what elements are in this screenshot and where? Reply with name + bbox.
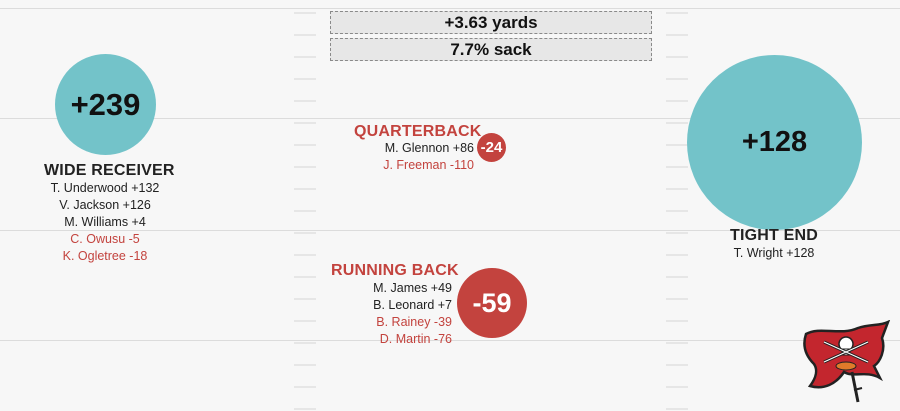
wide-receiver-player-list: T. Underwood +132 V. Jackson +126 M. Willi…: [30, 180, 180, 265]
hash-mark: [294, 56, 316, 58]
hash-mark: [294, 386, 316, 388]
hash-mark: [294, 254, 316, 256]
hash-mark: [294, 364, 316, 366]
sack-rate-value: 7.7% sack: [450, 40, 532, 59]
wide-receiver-title: WIDE RECEIVER: [44, 162, 175, 179]
hash-mark: [666, 34, 688, 36]
sack-rate-box: 7.7% sack: [330, 38, 652, 61]
hash-mark: [666, 342, 688, 344]
player-stat: M. Glennon +86: [384, 141, 474, 155]
quarterback-total-circle: -24: [477, 133, 506, 162]
hash-mark: [666, 386, 688, 388]
hash-mark: [294, 166, 316, 168]
buccaneers-flag-logo: [803, 320, 891, 403]
hash-mark: [666, 298, 688, 300]
player-stat: T. Underwood +132: [50, 181, 160, 195]
hash-mark: [294, 78, 316, 80]
player-stat: J. Freeman -110: [383, 158, 474, 172]
tight-end-player-list: T. Wright +128: [699, 245, 849, 262]
hash-mark: [666, 254, 688, 256]
hash-mark: [666, 320, 688, 322]
player-stat: T. Wright +128: [733, 246, 815, 260]
quarterback-player-list: M. Glennon +86 J. Freeman -110: [334, 140, 474, 174]
yard-line: [0, 230, 900, 231]
yard-line: [0, 118, 900, 119]
hash-mark: [666, 232, 688, 234]
hash-mark: [294, 144, 316, 146]
player-stat: D. Martin -76: [379, 332, 452, 346]
player-stat: M. James +49: [373, 281, 452, 295]
tight-end-total-circle: +128: [687, 55, 862, 230]
hash-mark: [666, 166, 688, 168]
hash-mark: [666, 408, 688, 410]
hash-mark: [666, 210, 688, 212]
player-stat: C. Owusu -5: [70, 232, 140, 246]
running-back-total-circle: -59: [457, 268, 527, 338]
yards-per-play-box: +3.63 yards: [330, 11, 652, 34]
hash-mark: [294, 276, 316, 278]
player-stat: B. Leonard +7: [373, 298, 452, 312]
hash-mark: [666, 144, 688, 146]
hash-mark: [666, 100, 688, 102]
yard-line: [0, 340, 900, 341]
player-stat: V. Jackson +126: [59, 198, 151, 212]
yards-per-play-value: +3.63 yards: [444, 13, 538, 32]
player-stat: K. Ogletree -18: [62, 249, 148, 263]
hash-mark: [666, 276, 688, 278]
hash-mark: [666, 56, 688, 58]
hash-mark: [294, 408, 316, 410]
running-back-player-list: M. James +49 B. Leonard +7 B. Rainey -39 D.…: [312, 280, 452, 348]
hash-mark: [294, 34, 316, 36]
hash-mark: [666, 122, 688, 124]
hash-mark: [666, 364, 688, 366]
player-stat: B. Rainey -39: [376, 315, 452, 329]
hash-mark: [294, 210, 316, 212]
running-back-title: RUNNING BACK: [331, 262, 459, 279]
hash-mark: [666, 188, 688, 190]
hash-mark: [666, 12, 688, 14]
hash-mark: [294, 342, 316, 344]
yard-line: [0, 8, 900, 9]
hash-mark: [294, 122, 316, 124]
hash-mark: [294, 12, 316, 14]
hash-mark: [294, 232, 316, 234]
hash-mark: [294, 188, 316, 190]
tight-end-title: TIGHT END: [729, 227, 819, 244]
quarterback-title: QUARTERBACK: [354, 123, 482, 140]
hash-mark: [294, 100, 316, 102]
hash-mark: [666, 78, 688, 80]
player-stat: M. Williams +4: [64, 215, 146, 229]
hash-mark: [294, 298, 316, 300]
hash-mark: [294, 320, 316, 322]
wide-receiver-total-circle: +239: [55, 54, 156, 155]
